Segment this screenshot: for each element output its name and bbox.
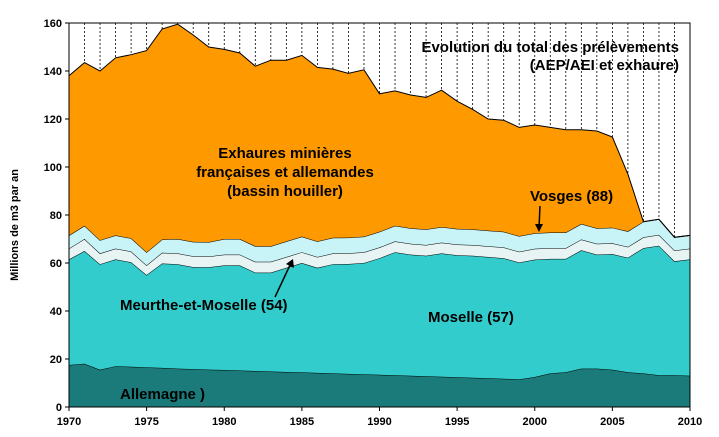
meurthe-pointer-arrow — [274, 262, 292, 298]
y-tick-label: 20 — [50, 354, 62, 366]
area-series-2 — [69, 234, 690, 275]
chart-title: Evolution du total des prélèvements — [421, 39, 679, 56]
y-tick-label: 60 — [50, 258, 62, 270]
series-areas — [68, 23, 691, 407]
label-meurthe-et-moselle: Meurthe-et-Moselle (54) — [120, 297, 288, 314]
x-tick-label: 1975 — [134, 416, 158, 428]
y-axis-label: Millions de m3 par an — [9, 169, 21, 281]
x-tick-label: 1970 — [57, 416, 81, 428]
label-exhaures-line1: Exhaures minières — [218, 145, 351, 162]
y-tick-label: 160 — [44, 18, 62, 30]
label-moselle: Moselle (57) — [428, 309, 514, 326]
chart-subtitle: (AEP/AEI et exhaure) — [530, 57, 679, 74]
y-tick-label: 120 — [44, 114, 62, 126]
x-tick-label: 2005 — [600, 416, 624, 428]
y-tick-label: 100 — [44, 162, 62, 174]
area-boundary-4 — [68, 23, 691, 238]
y-tick-label: 0 — [56, 402, 62, 414]
tick-labels: 1970 1975 1980 1985 1990 1995 2000 2005 2010 0 20 4… — [44, 18, 703, 428]
area-series-3 — [69, 219, 690, 266]
y-tick-label: 80 — [50, 210, 62, 222]
label-allemagne: Allemagne ) — [120, 386, 205, 403]
area-series-0 — [69, 363, 690, 407]
label-exhaures-line2: françaises et allemandes — [196, 164, 374, 181]
x-tick-label: 1990 — [367, 416, 391, 428]
vosges-arrowhead — [535, 224, 543, 232]
y-tick-label: 140 — [44, 66, 62, 78]
area-series-4 — [69, 24, 690, 253]
x-tick-label: 1985 — [290, 416, 314, 428]
label-vosges: Vosges (88) — [530, 188, 613, 205]
x-tick-label: 2000 — [523, 416, 547, 428]
chart-text: Millions de m3 par an Evolution du total… — [9, 39, 679, 403]
x-tick-label: 1995 — [445, 416, 469, 428]
x-tick-label: 2010 — [678, 416, 702, 428]
meurthe-arrowhead — [286, 259, 294, 268]
label-exhaures-line3: (bassin houiller) — [227, 183, 343, 200]
x-tick-label: 1980 — [212, 416, 236, 428]
area-series-1 — [69, 245, 690, 380]
y-tick-label: 40 — [50, 306, 62, 318]
